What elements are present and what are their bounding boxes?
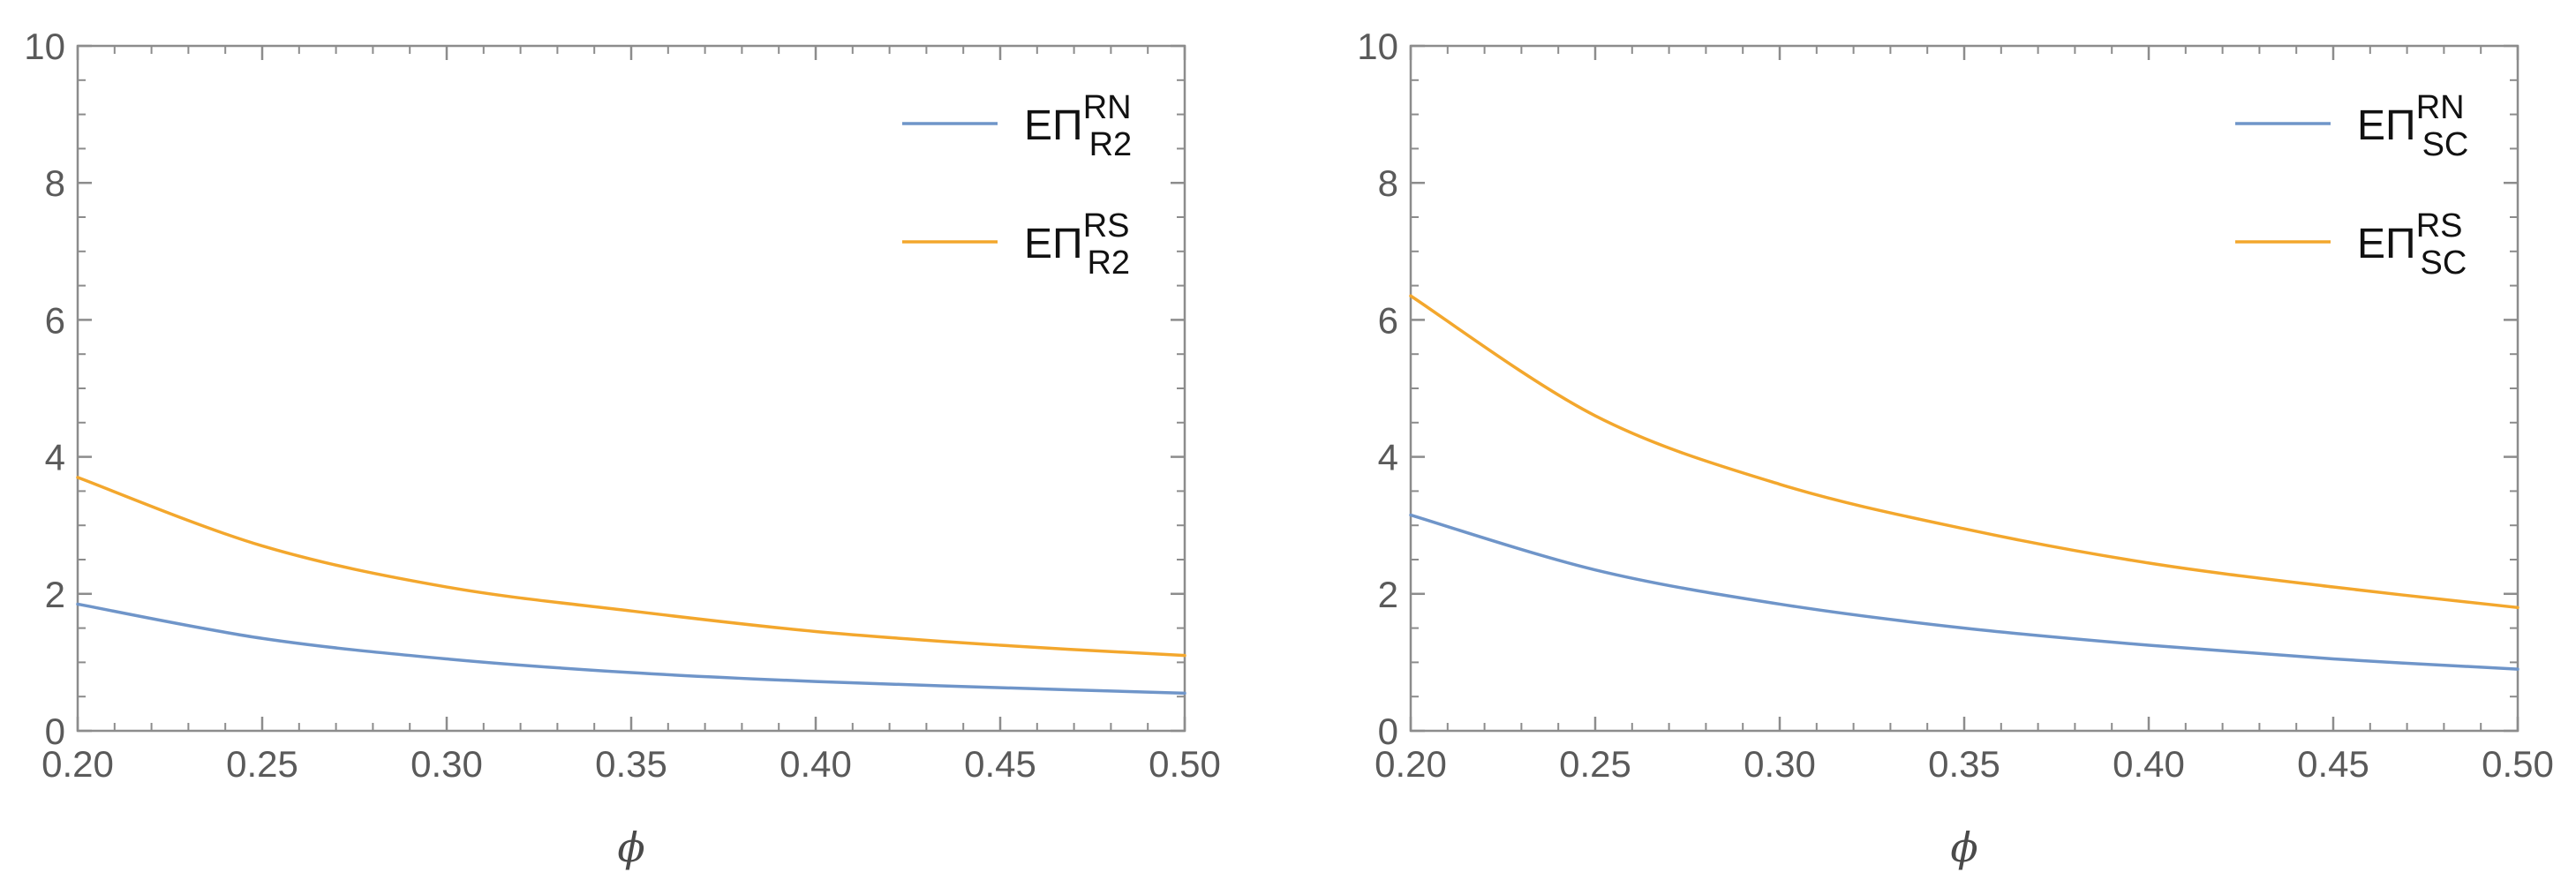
x-axis-label: ϕ [617, 824, 644, 871]
x-tick-label: 0.30 [411, 743, 483, 785]
y-tick-label: 6 [45, 299, 65, 341]
legend-superscript: RS [2416, 207, 2463, 244]
legend-subscript: R2 [1087, 244, 1130, 282]
y-tick-label: 2 [45, 574, 65, 615]
legend-base: EΠ [1024, 102, 1083, 149]
y-tick-label: 0 [1378, 711, 1398, 752]
x-tick-label: 0.35 [1928, 743, 2000, 785]
legend-subscript: SC [2422, 126, 2469, 163]
y-tick-label: 0 [45, 711, 65, 752]
x-tick-label: 0.25 [1559, 743, 1631, 785]
y-tick-label: 10 [1357, 26, 1398, 67]
x-tick-label: 0.40 [780, 743, 852, 785]
x-tick-label: 0.20 [1375, 743, 1447, 785]
x-tick-label: 0.40 [2113, 743, 2185, 785]
x-tick-label: 0.20 [41, 743, 114, 785]
y-tick-label: 8 [45, 162, 65, 204]
y-tick-label: 2 [1378, 574, 1398, 615]
x-tick-label: 0.45 [964, 743, 1036, 785]
legend-subscript: SC [2420, 244, 2467, 282]
x-axis-label: ϕ [1950, 824, 1977, 871]
x-tick-label: 0.50 [1149, 743, 1221, 785]
legend-entry: EΠRN R2 [1024, 89, 1132, 163]
legend-entry: EΠRS SC [2357, 207, 2467, 282]
x-tick-label: 0.35 [595, 743, 667, 785]
left-chart-panel: 0.20 0.25 0.30 0.35 0.40 0.45 0.500246810ϕEΠRN… [24, 26, 1221, 871]
legend-entry: EΠRN SC [2357, 89, 2468, 163]
legend-subscript: R2 [1089, 126, 1133, 163]
x-tick-label: 0.30 [1744, 743, 1816, 785]
legend-base: EΠ [1024, 221, 1083, 267]
legend-superscript: RN [2416, 89, 2465, 126]
x-tick-label: 0.50 [2482, 743, 2554, 785]
x-tick-label: 0.45 [2297, 743, 2369, 785]
y-tick-label: 10 [24, 26, 65, 67]
legend-superscript: RS [1083, 207, 1130, 244]
legend-entry: EΠRS R2 [1024, 207, 1130, 282]
y-tick-label: 6 [1378, 299, 1398, 341]
legend-base: EΠ [2357, 221, 2416, 267]
plot-frame [76, 44, 1186, 733]
y-tick-label: 8 [1378, 162, 1398, 204]
x-tick-label: 0.25 [226, 743, 298, 785]
series-line-rn [76, 602, 1186, 696]
y-tick-label: 4 [45, 437, 65, 478]
legend-superscript: RN [1083, 89, 1132, 126]
series-line-rs [1409, 294, 2520, 610]
legend-base: EΠ [2357, 102, 2416, 149]
y-tick-label: 4 [1378, 437, 1398, 478]
series-line-rs [76, 476, 1186, 658]
right-chart-panel: 0.20 0.25 0.30 0.35 0.40 0.45 0.500246810ϕEΠRN… [1357, 26, 2554, 871]
series-line-rn [1409, 513, 2520, 671]
